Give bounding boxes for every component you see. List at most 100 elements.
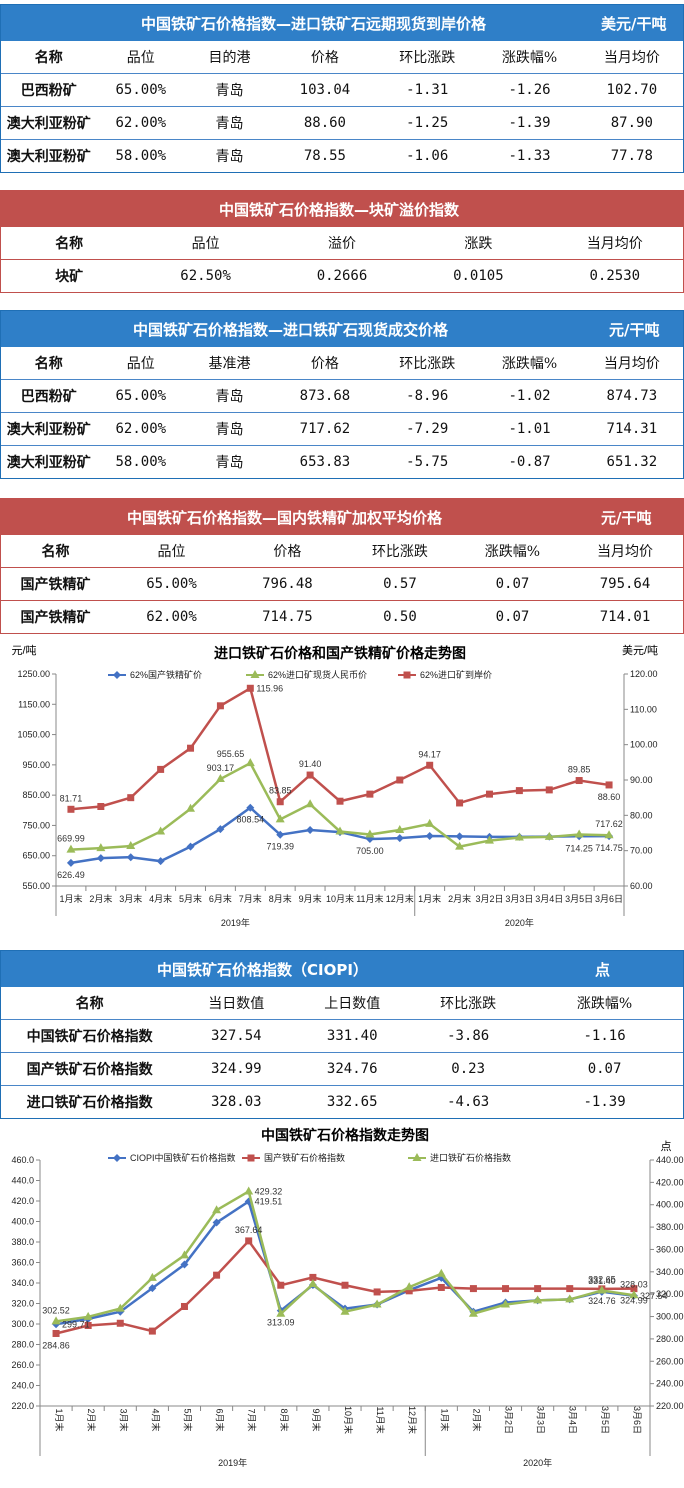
x-tick-label: 10月末 <box>326 893 354 904</box>
cell: 澳大利亚粉矿 <box>1 412 97 446</box>
y-tick-label-right: 60.00 <box>630 881 653 891</box>
col-header: 名称 <box>75 996 104 1012</box>
data-point <box>574 829 584 838</box>
x-tick-label: 7月末 <box>247 1408 258 1431</box>
table-header-row: 名称 品位 价格 环比涨跌 涨跌幅% 当月均价 <box>1 535 683 568</box>
data-point <box>501 1299 511 1308</box>
cell: 714.31 <box>580 412 683 446</box>
cell: 0.57 <box>341 567 458 601</box>
cell: 巴西粉矿 <box>1 379 97 413</box>
x-tick-label: 1月末 <box>439 1408 450 1431</box>
y-tick-label-right: 120.00 <box>630 669 658 679</box>
data-point <box>277 1281 285 1289</box>
y-tick-label-left: 400.0 <box>11 1217 34 1227</box>
y-tick-label-right: 90.00 <box>630 775 653 785</box>
data-point <box>247 1154 255 1162</box>
y-tick-label-right: 400.00 <box>656 1200 684 1210</box>
x-tick-label: 11月末 <box>356 893 383 904</box>
y-axis-label-right: 美元/吨 <box>622 644 658 657</box>
data-point <box>455 841 465 850</box>
data-point <box>115 1303 125 1312</box>
cell: 澳大利亚粉矿 <box>1 445 97 478</box>
x-tick-label: 6月末 <box>209 893 232 904</box>
data-point <box>275 814 285 823</box>
data-point <box>366 790 374 798</box>
data-point <box>212 1218 221 1227</box>
table-domestic-concentrate: 中国铁矿石价格指数—国内铁精矿加权平均价格 元/干吨 名称 品位 价格 环比涨跌… <box>0 498 684 634</box>
table-header-bar: 中国铁矿石价格指数—进口铁矿石现货成交价格 元/干吨 <box>1 311 683 347</box>
data-label: 719.39 <box>266 842 294 852</box>
col-header: 目的港 <box>208 50 251 66</box>
y-tick-label-left: 550.00 <box>22 881 50 891</box>
table-unit: 美元/干吨 <box>601 15 667 33</box>
data-point <box>604 830 614 839</box>
data-point <box>213 1271 221 1279</box>
x-tick-label: 11月末 <box>375 1406 386 1433</box>
data-point <box>396 776 404 784</box>
col-header: 名称 <box>34 50 63 66</box>
col-header: 品位 <box>191 236 220 252</box>
col-header: 涨跌幅% <box>484 544 541 560</box>
data-point <box>340 1306 350 1315</box>
data-point <box>244 1186 254 1195</box>
legend-label: 进口铁矿石价格指数 <box>430 1152 511 1163</box>
col-header: 当月均价 <box>586 236 643 252</box>
cell: 714.75 <box>232 600 342 633</box>
x-tick-label: 4月末 <box>149 893 172 904</box>
table-row: 块矿 62.50% 0.2666 0.0105 0.2530 <box>1 259 683 292</box>
table-import-forward-price: 中国铁矿石价格指数—进口铁矿石远期现货到岸价格 美元/干吨 名称 品位 目的港 … <box>0 4 684 173</box>
data-label: 717.62 <box>595 819 623 829</box>
data-point <box>186 842 195 851</box>
y-tick-label-left: 850.00 <box>22 790 50 800</box>
data-label: 714.75 <box>595 843 623 853</box>
x-tick-label: 3月2日 <box>504 1406 514 1434</box>
data-point <box>67 805 75 813</box>
table-header-bar: 中国铁矿石价格指数—块矿溢价指数 <box>1 191 683 227</box>
x-tick-label: 9月末 <box>299 893 322 904</box>
cell: 澳大利亚粉矿 <box>1 139 97 172</box>
col-header: 涨跌幅% <box>501 50 558 66</box>
data-point <box>148 1327 156 1335</box>
y-tick-label-left: 460.0 <box>11 1155 34 1165</box>
y-tick-label-right: 220.00 <box>656 1401 684 1411</box>
chart-title: 中国铁矿石价格指数走势图 <box>261 1127 429 1143</box>
data-point <box>113 1154 121 1162</box>
cell: 65.00% <box>96 73 186 107</box>
x-tick-label: 3月3日 <box>505 894 533 904</box>
data-label: 81.71 <box>60 793 83 803</box>
data-point <box>405 1287 413 1295</box>
cell: 0.07 <box>526 1052 683 1086</box>
x-tick-label: 3月4日 <box>535 894 563 904</box>
price-table: 名称 品位 基准港 价格 环比涨跌 涨跌幅% 当月均价 巴西粉矿 65.00% 青岛… <box>1 347 683 478</box>
cell: 澳大利亚粉矿 <box>1 106 97 140</box>
y-tick-label-left: 1150.00 <box>18 699 50 709</box>
y-tick-label-left: 950.00 <box>22 760 50 770</box>
data-point <box>246 803 255 812</box>
data-point <box>52 1329 60 1337</box>
x-tick-label: 4月末 <box>150 1408 161 1431</box>
cell: -1.01 <box>478 412 581 446</box>
cell: 中国铁矿石价格指数 <box>1 1019 179 1053</box>
data-point <box>545 786 553 794</box>
data-label: 91.40 <box>299 759 322 769</box>
data-point <box>502 1285 510 1293</box>
cell: 65.00% <box>96 379 186 413</box>
cell: -1.16 <box>526 1019 683 1053</box>
cell: 102.70 <box>580 73 683 107</box>
table-unit: 元/干吨 <box>609 321 660 339</box>
table-row: 澳大利亚粉矿 62.00% 青岛 717.62 -7.29 -1.01 714.31 <box>1 412 683 446</box>
cell: 324.99 <box>178 1052 295 1086</box>
y-tick-label-right: 380.00 <box>656 1222 684 1232</box>
data-point <box>372 1299 382 1308</box>
cell: 青岛 <box>185 445 274 478</box>
col-header: 品位 <box>126 356 155 372</box>
data-point <box>216 825 225 834</box>
table-header-row: 名称 当日数值 上日数值 环比涨跌 涨跌幅% <box>1 987 683 1020</box>
table-row: 澳大利亚粉矿 62.00% 青岛 88.60 -1.25 -1.39 87.90 <box>1 106 683 140</box>
cell: 青岛 <box>185 73 274 107</box>
y-tick-label-left: 650.00 <box>22 851 50 861</box>
data-label: 429.32 <box>255 1186 283 1196</box>
cell: 77.78 <box>580 139 683 172</box>
cell: 62.00% <box>96 412 186 446</box>
cell: 0.2530 <box>546 259 683 292</box>
